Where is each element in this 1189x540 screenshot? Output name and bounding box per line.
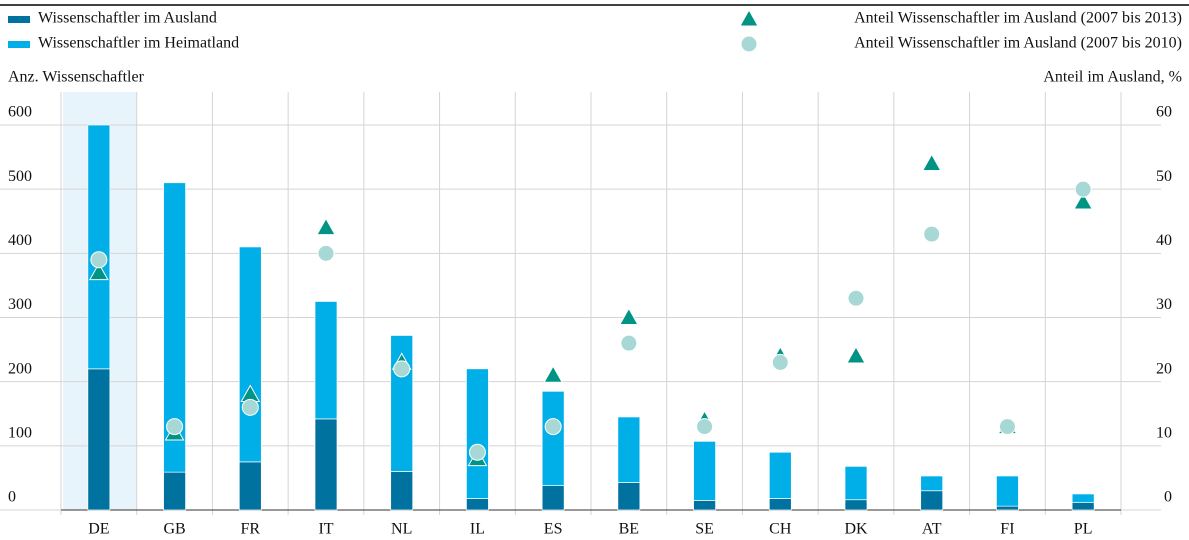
y-tick-label: 500 (8, 168, 32, 185)
triangle-marker (739, 8, 759, 27)
y2-tick-label: 60 (1156, 104, 1172, 121)
bar-segment (996, 475, 1019, 507)
y2-tick-label: 30 (1156, 296, 1172, 313)
bar-segment (693, 500, 716, 511)
bar-segment (87, 368, 111, 511)
legend-label: Anteil Wissenschaftler im Ausland (2007 … (854, 10, 1182, 27)
x-tick-label: CH (769, 521, 792, 538)
circle-marker (393, 360, 411, 378)
x-tick-label: BE (619, 521, 639, 538)
y2-tick-label: 0 (1164, 489, 1172, 506)
circle-marker (241, 398, 259, 416)
bar-segment (314, 301, 338, 420)
bar-segment (920, 490, 944, 511)
x-tick-label: FR (240, 521, 260, 538)
legend-swatch (8, 41, 30, 48)
bar-segment (844, 466, 868, 501)
triangle-marker (921, 153, 942, 171)
x-tick-label: PL (1074, 521, 1093, 538)
bar-segment (541, 485, 565, 511)
x-tick-label: SE (695, 521, 714, 538)
y-tick-label: 100 (8, 425, 32, 442)
legend-label: Anteil Wissenschaftler im Ausland (2007 … (854, 35, 1182, 52)
bar-segment (693, 440, 716, 501)
y2-axis-label: Anteil im Ausland, % (1043, 69, 1182, 86)
x-tick-label: DK (844, 521, 868, 538)
circle-marker (620, 334, 638, 352)
triangle-marker (846, 345, 866, 364)
bar-segment (238, 246, 262, 463)
y-tick-label: 600 (8, 104, 32, 121)
circle-marker (90, 251, 108, 269)
bar-segment (844, 499, 868, 511)
circle-marker (468, 443, 486, 461)
triangle-marker (1073, 191, 1093, 210)
circle-marker (771, 353, 789, 371)
bar-segment (466, 498, 489, 511)
bar-segment (617, 416, 641, 483)
x-tick-label: IT (318, 521, 333, 538)
bar-segment (1071, 493, 1095, 503)
bar-segment (617, 482, 641, 511)
x-tick-label: ES (544, 521, 563, 538)
y2-tick-label: 40 (1156, 232, 1172, 249)
circle-marker (847, 289, 865, 307)
circle-marker (696, 418, 714, 436)
bar-segment (1071, 501, 1095, 511)
x-tick-label: AT (922, 521, 942, 538)
bar-segment (920, 475, 944, 492)
bar-segment (87, 124, 111, 370)
legend-label: Wissenschaftler im Heimatland (38, 35, 239, 52)
circle-marker (740, 35, 758, 53)
x-tick-label: DE (88, 521, 109, 538)
bar-segment (768, 451, 792, 499)
x-tick-label: FI (1000, 521, 1014, 538)
bar-segment (768, 498, 792, 511)
triangle-marker (89, 262, 109, 281)
y2-tick-label: 20 (1156, 360, 1172, 377)
y2-tick-label: 10 (1156, 425, 1172, 442)
bar-segment (238, 461, 262, 511)
bar-segment (466, 368, 489, 499)
circle-marker (317, 244, 335, 262)
circle-marker (998, 418, 1016, 436)
y2-tick-label: 50 (1156, 168, 1172, 185)
x-tick-label: IL (470, 521, 485, 538)
x-tick-label: NL (391, 521, 412, 538)
triangle-marker (316, 217, 336, 236)
circle-marker (166, 418, 184, 436)
circle-marker (1074, 180, 1092, 198)
bar-segment (996, 505, 1019, 511)
triangle-marker (619, 307, 639, 325)
y-tick-label: 0 (8, 489, 16, 506)
legend-swatch (8, 16, 30, 23)
circle-marker (923, 225, 941, 243)
bar-segment (390, 471, 414, 511)
y-axis-label: Anz. Wissenschaftler (8, 69, 145, 86)
y-tick-label: 300 (8, 296, 32, 313)
triangle-marker (543, 365, 563, 383)
bar-segment (163, 471, 186, 511)
circle-marker (544, 418, 562, 436)
legend-label: Wissenschaftler im Ausland (38, 10, 217, 27)
x-tick-label: GB (163, 521, 185, 538)
y-tick-label: 200 (8, 360, 32, 377)
bar-segment (541, 390, 565, 486)
bar-segment (314, 418, 338, 511)
y-tick-label: 400 (8, 232, 32, 249)
bar-segment (163, 182, 186, 473)
